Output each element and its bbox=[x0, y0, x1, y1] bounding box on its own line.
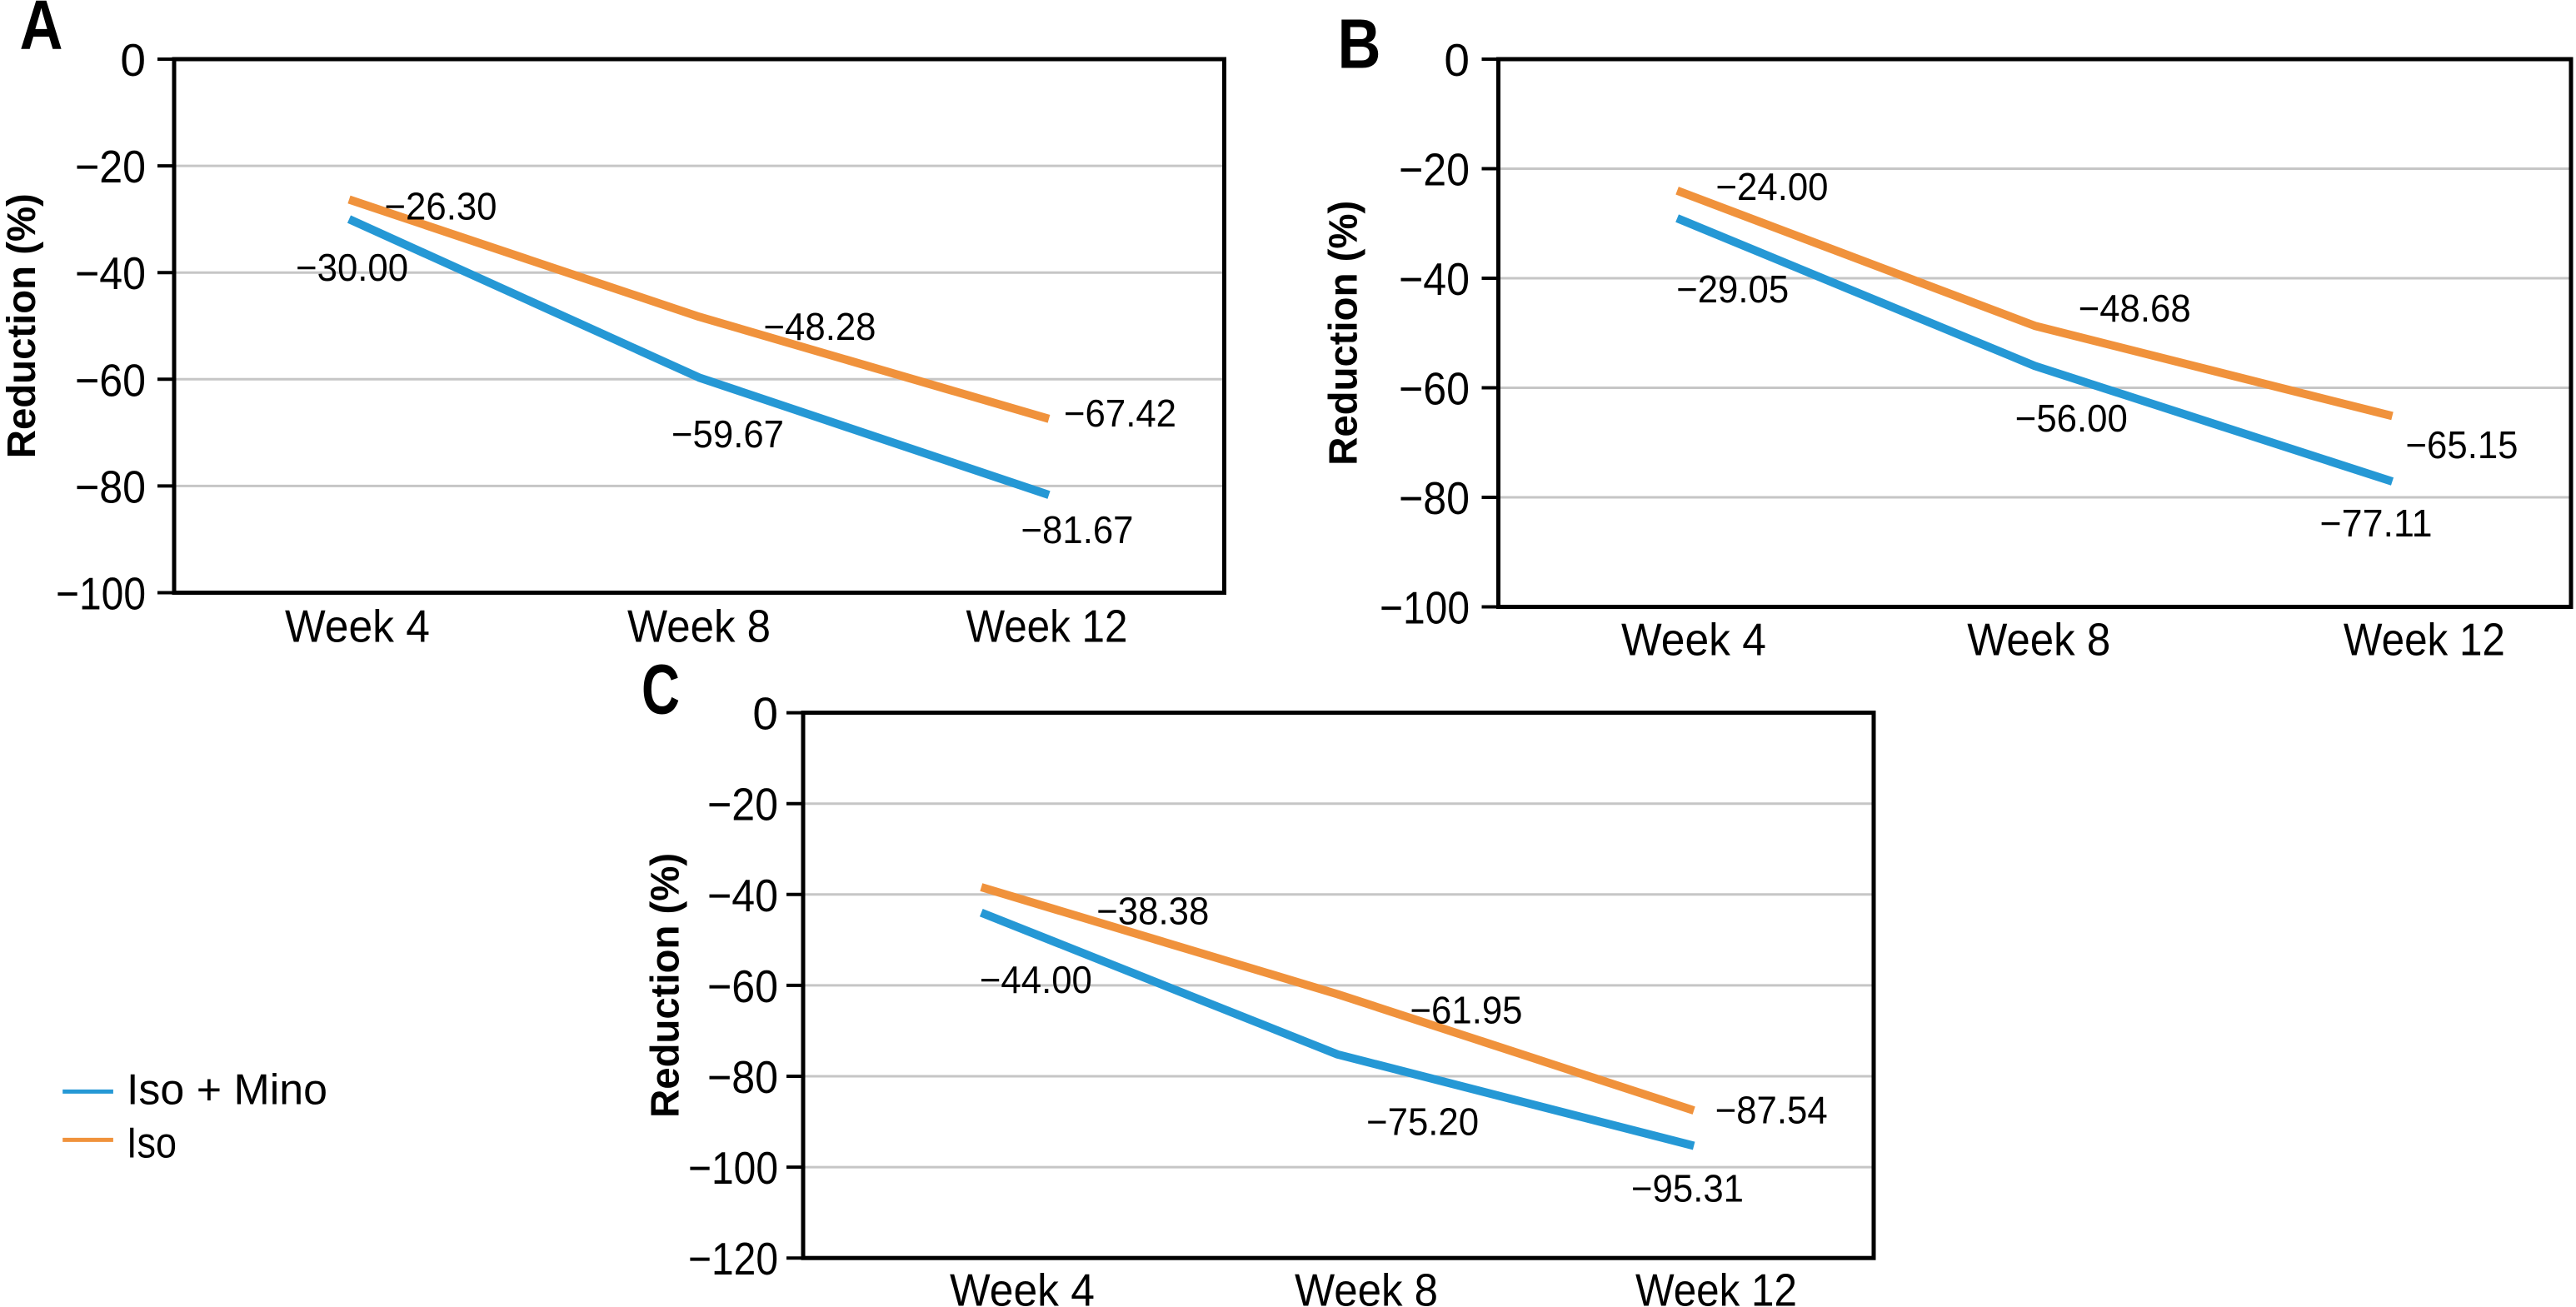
svg-text:Week 4: Week 4 bbox=[285, 601, 430, 652]
svg-text:Week 8: Week 8 bbox=[1295, 1264, 1438, 1307]
svg-text:−59.67: −59.67 bbox=[671, 412, 784, 456]
svg-text:−77.11: −77.11 bbox=[2320, 501, 2433, 545]
svg-text:−80: −80 bbox=[707, 1051, 778, 1103]
svg-text:−40: −40 bbox=[75, 247, 146, 299]
svg-text:−60: −60 bbox=[75, 354, 146, 406]
svg-text:−61.95: −61.95 bbox=[1410, 988, 1523, 1031]
svg-text:−80: −80 bbox=[75, 461, 146, 512]
svg-text:−65.15: −65.15 bbox=[2406, 423, 2519, 466]
svg-text:−100: −100 bbox=[688, 1142, 778, 1194]
svg-text:Week 12: Week 12 bbox=[966, 601, 1128, 652]
svg-text:0: 0 bbox=[120, 34, 146, 86]
svg-text:−20: −20 bbox=[1399, 144, 1470, 196]
svg-text:−38.38: −38.38 bbox=[1096, 889, 1209, 932]
svg-text:Week 12: Week 12 bbox=[2344, 613, 2505, 665]
svg-text:Reduction (%): Reduction (%) bbox=[1322, 201, 1366, 466]
svg-text:−60: −60 bbox=[707, 960, 778, 1012]
svg-text:−56.00: −56.00 bbox=[2015, 397, 2128, 440]
svg-text:−60: −60 bbox=[1399, 363, 1470, 415]
svg-text:Reduction (%): Reduction (%) bbox=[643, 853, 687, 1118]
svg-text:−100: −100 bbox=[56, 568, 146, 620]
svg-text:Iso: Iso bbox=[127, 1120, 177, 1168]
svg-text:−75.20: −75.20 bbox=[1366, 1100, 1479, 1144]
svg-text:0: 0 bbox=[752, 688, 778, 740]
svg-text:−30.00: −30.00 bbox=[296, 246, 408, 289]
svg-text:−100: −100 bbox=[1380, 582, 1470, 634]
svg-text:−20: −20 bbox=[75, 141, 146, 192]
svg-text:Week 4: Week 4 bbox=[1621, 613, 1766, 665]
svg-text:Week 12: Week 12 bbox=[1635, 1264, 1797, 1307]
svg-text:−81.67: −81.67 bbox=[1021, 508, 1134, 551]
svg-text:Reduction (%): Reduction (%) bbox=[0, 193, 44, 458]
svg-text:Iso + Mino: Iso + Mino bbox=[127, 1065, 327, 1114]
svg-text:−24.00: −24.00 bbox=[1716, 165, 1829, 208]
svg-text:B: B bbox=[1338, 5, 1381, 83]
svg-text:−44.00: −44.00 bbox=[980, 958, 1092, 1001]
svg-text:−26.30: −26.30 bbox=[385, 184, 497, 227]
svg-text:Week 8: Week 8 bbox=[1967, 613, 2110, 665]
svg-text:−80: −80 bbox=[1399, 472, 1470, 524]
svg-text:Week 8: Week 8 bbox=[627, 601, 771, 652]
svg-text:−40: −40 bbox=[707, 870, 778, 921]
svg-text:0: 0 bbox=[1444, 34, 1470, 86]
svg-text:−67.42: −67.42 bbox=[1064, 392, 1176, 435]
svg-text:Week 4: Week 4 bbox=[950, 1264, 1095, 1307]
svg-text:−48.28: −48.28 bbox=[764, 305, 876, 348]
svg-text:−87.54: −87.54 bbox=[1715, 1088, 1828, 1131]
svg-text:−29.05: −29.05 bbox=[1676, 267, 1789, 311]
svg-text:−40: −40 bbox=[1399, 253, 1470, 305]
svg-text:−20: −20 bbox=[707, 779, 778, 831]
svg-text:−120: −120 bbox=[688, 1233, 778, 1285]
svg-text:C: C bbox=[642, 651, 680, 729]
svg-text:A: A bbox=[20, 0, 63, 64]
svg-text:−48.68: −48.68 bbox=[2079, 287, 2191, 330]
svg-text:−95.31: −95.31 bbox=[1631, 1167, 1744, 1210]
